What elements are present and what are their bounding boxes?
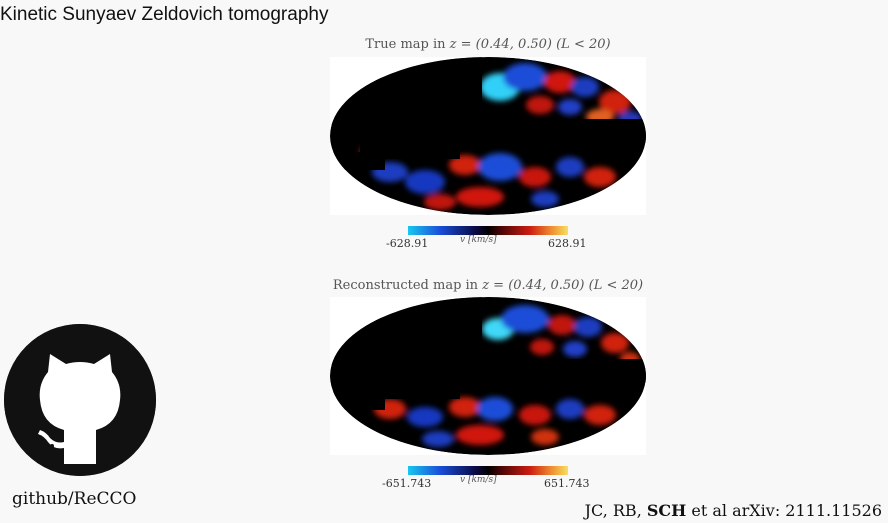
- true-map-colorbar-max: 628.91: [548, 237, 587, 250]
- github-octocat-svg: [4, 324, 156, 476]
- reconstructed-map-colorbar-max: 651.743: [544, 477, 590, 490]
- true-map-title: True map in z = (0.44, 0.50) (L < 20): [330, 37, 646, 52]
- true-map-colorbar-min: -628.91: [386, 237, 429, 250]
- slide-title: Kinetic Sunyaev Zeldovich tomography: [0, 4, 329, 25]
- citation-prefix: JC, RB,: [584, 501, 647, 520]
- reconstructed-map-title: Reconstructed map in z = (0.44, 0.50) (L…: [330, 278, 646, 293]
- reconstructed-map-colorbar-axis-label: v [km/s]: [460, 475, 497, 485]
- true-map-colorbar: [408, 226, 568, 235]
- reconstructed-map-colorbar: [408, 466, 568, 475]
- reconstructed-map-title-math: z = (0.44, 0.50) (L < 20): [482, 278, 644, 293]
- reconstructed-map-mollweide: [330, 297, 646, 455]
- true-map-title-prefix: True map in: [365, 37, 450, 52]
- true-map-mollweide: [330, 57, 646, 215]
- true-map-title-math: z = (0.44, 0.50) (L < 20): [449, 37, 611, 52]
- citation: JC, RB, SCH et al arXiv: 2111.11526: [585, 501, 882, 520]
- citation-suffix: et al arXiv: 2111.11526: [686, 501, 882, 520]
- reconstructed-map-svg: [330, 297, 646, 455]
- true-map-colorbar-axis-label: v [km/s]: [460, 235, 497, 245]
- citation-bold-author: SCH: [646, 501, 687, 520]
- true-map-svg: [330, 57, 646, 215]
- github-octocat-icon[interactable]: [4, 324, 156, 476]
- reconstructed-map-colorbar-min: -651.743: [382, 477, 432, 490]
- reconstructed-map-title-prefix: Reconstructed map in: [332, 278, 483, 293]
- github-caption[interactable]: github/ReCCO: [12, 489, 137, 509]
